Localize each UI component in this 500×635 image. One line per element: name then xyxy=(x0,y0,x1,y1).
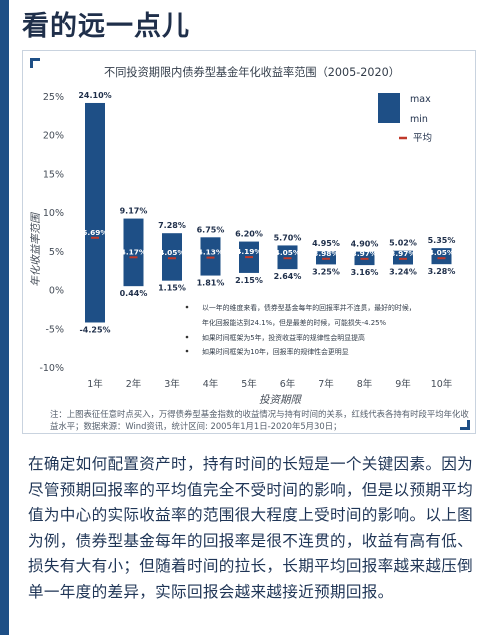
y-tick-label: 0% xyxy=(49,286,64,297)
max-value-label: 6.75% xyxy=(197,225,225,234)
mean-value-label: 4.05% xyxy=(275,248,301,257)
max-value-label: 6.20% xyxy=(235,230,263,239)
mean-value-label: 4.17% xyxy=(121,247,147,256)
x-tick-label: 5年 xyxy=(241,378,257,390)
x-tick-label: 1年 xyxy=(87,378,103,390)
x-tick-label: 7年 xyxy=(318,378,334,390)
card-corner-decoration xyxy=(460,420,470,430)
x-axis-label: 投资期限 xyxy=(259,394,302,406)
x-tick-label: 9年 xyxy=(395,378,411,390)
mean-value-label: 6.69% xyxy=(82,228,108,237)
x-tick-label: 8年 xyxy=(357,378,373,390)
x-tick-label: 2年 xyxy=(126,378,142,390)
annotation-bullet xyxy=(185,305,189,309)
min-value-label: 3.16% xyxy=(351,268,379,277)
y-tick-label: -5% xyxy=(46,324,65,335)
min-value-label: -4.25% xyxy=(79,325,110,334)
annotation-bullet xyxy=(185,335,189,339)
y-tick-label: -10% xyxy=(39,363,64,374)
annotation-bullet xyxy=(185,349,189,353)
max-value-label: 4.90% xyxy=(351,240,379,249)
mean-value-label: 4.19% xyxy=(236,247,262,256)
max-value-label: 5.70% xyxy=(274,233,302,242)
mean-value-label: 4.05% xyxy=(429,248,455,257)
x-tick-label: 10年 xyxy=(431,378,453,390)
range-bar xyxy=(431,248,452,265)
range-bar xyxy=(85,102,105,323)
chart-footnote: 注：上图表征任意时点买入，万得债券型基金指数的收益情况与持有时间的关系，红线代表… xyxy=(50,409,469,431)
x-tick-label: 3年 xyxy=(164,378,180,390)
max-value-label: 5.35% xyxy=(428,236,456,245)
min-value-label: 2.15% xyxy=(235,276,263,285)
max-value-label: 7.28% xyxy=(158,221,186,230)
max-value-label: 24.10% xyxy=(78,91,111,100)
max-value-label: 9.17% xyxy=(120,207,148,216)
min-value-label: 3.25% xyxy=(312,267,340,276)
min-value-label: 1.81% xyxy=(197,279,225,288)
mean-value-label: 3.97% xyxy=(352,249,378,258)
min-value-label: 3.28% xyxy=(428,267,456,276)
body-paragraph: 在确定如何配置资产时，持有时间的长短是一个关键因素。因为尽管预期回报率的平均值完… xyxy=(28,455,474,601)
y-tick-label: 5% xyxy=(49,247,64,258)
range-bar xyxy=(162,233,182,281)
chart-title: 不同投资期限内债券型基金年化收益率范围（2005-2020） xyxy=(104,65,400,79)
annotation-text: 如果时间框架为10年，回报率的规律性会更明显 xyxy=(202,347,349,356)
min-value-label: 1.15% xyxy=(158,284,186,293)
legend-label-mean: 平均 xyxy=(413,132,432,144)
y-tick-label: 10% xyxy=(43,208,64,219)
page-heading: 看的远一点儿 xyxy=(22,11,190,42)
y-tick-label: 25% xyxy=(43,92,64,103)
left-accent-bar xyxy=(0,0,9,635)
min-value-label: 0.44% xyxy=(120,289,148,298)
mean-value-label: 4.05% xyxy=(159,248,185,257)
card-corner-decoration xyxy=(30,58,40,68)
legend-label-min: min xyxy=(410,114,428,125)
mean-value-label: 3.97% xyxy=(390,249,416,258)
x-tick-label: 4年 xyxy=(203,378,219,390)
min-value-label: 2.64% xyxy=(274,272,302,281)
min-value-label: 3.24% xyxy=(389,267,417,276)
y-tick-label: 15% xyxy=(43,169,64,180)
max-value-label: 5.02% xyxy=(389,239,417,248)
x-tick-label: 6年 xyxy=(280,378,296,390)
annotation-text: 如果时间框架为5年，投资收益率的规律性会明显提高 xyxy=(202,333,365,342)
range-bar xyxy=(123,218,144,287)
bond-fund-return-chart: 不同投资期限内债券型基金年化收益率范围（2005-2020） 25% 20% 15% 1… xyxy=(30,65,456,406)
y-tick-label: 20% xyxy=(43,131,64,142)
mean-value-label: 3.98% xyxy=(313,249,339,258)
mean-value-label: 4.13% xyxy=(198,248,224,257)
max-value-label: 4.95% xyxy=(312,239,340,248)
annotation-text: 以一年的维度来看，债券型基金每年的回报率并不连贯，最好的时候， xyxy=(202,303,416,312)
range-bar xyxy=(393,250,413,265)
range-bar xyxy=(200,237,221,276)
annotation-text: 年化回报能达到24.1%，但是最差的时候，可能损失-4.25% xyxy=(202,318,387,327)
legend-swatch-range xyxy=(378,93,400,123)
legend-label-max: max xyxy=(410,94,431,105)
y-axis-label: 年化收益率范围 xyxy=(30,212,42,287)
